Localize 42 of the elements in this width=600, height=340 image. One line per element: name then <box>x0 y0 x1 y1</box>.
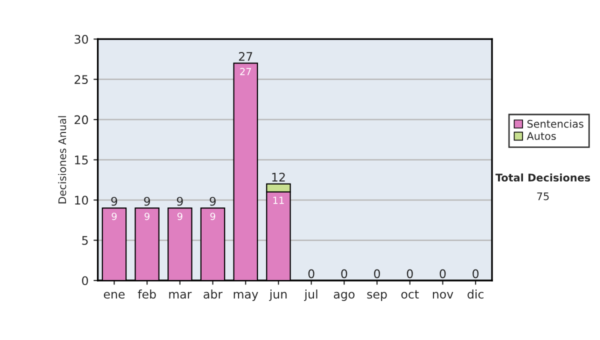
total-label: 0 <box>440 269 446 278</box>
x-tick-label: ago <box>334 292 355 301</box>
x-tick-label: abr <box>204 290 223 299</box>
y-axis-title: Decisiones Anual <box>58 116 66 204</box>
data-label: 9 <box>177 212 182 220</box>
total-label: 12 <box>272 172 285 182</box>
data-label: 27 <box>240 68 251 76</box>
y-tick-label: 20 <box>74 115 88 124</box>
legend-label: Sentencias <box>527 120 584 128</box>
x-tick-label: jun <box>269 290 287 301</box>
y-tick-label: 10 <box>75 196 88 205</box>
total-label: 9 <box>176 196 183 206</box>
x-tick-label: sep <box>367 292 387 301</box>
text: Total Decisiones <box>495 173 590 182</box>
x-tick-label: ene <box>104 292 125 299</box>
x-tick-label: nov <box>432 292 454 299</box>
total-label: 9 <box>111 196 118 206</box>
total-label: 0 <box>472 269 479 278</box>
data-label: 11 <box>273 196 284 204</box>
x-tick-label: feb <box>138 290 156 299</box>
data-label: 9 <box>210 212 216 220</box>
y-tick-label: 0 <box>82 276 88 286</box>
text: 75 <box>537 192 549 200</box>
total-label: 9 <box>144 196 150 206</box>
total-label: 0 <box>308 269 314 278</box>
total-label: 27 <box>238 52 252 61</box>
total-label: 0 <box>374 269 380 278</box>
y-tick-label: 5 <box>82 236 88 245</box>
x-tick-label: mar <box>169 292 192 299</box>
total-label: 9 <box>210 196 216 206</box>
data-label: 9 <box>112 212 117 220</box>
total-label: 0 <box>406 269 413 278</box>
x-tick-label: oct <box>401 290 419 299</box>
data-label: 9 <box>144 212 150 220</box>
x-tick-label: jul <box>304 290 318 301</box>
y-tick-label: 25 <box>74 75 88 84</box>
legend-label: Autos <box>526 132 556 140</box>
x-tick-label: may <box>234 292 258 301</box>
y-tick-label: 30 <box>74 34 88 44</box>
total-label: 0 <box>341 269 348 278</box>
x-tick-label: dic <box>468 290 484 299</box>
y-tick-label: 15 <box>75 156 88 164</box>
